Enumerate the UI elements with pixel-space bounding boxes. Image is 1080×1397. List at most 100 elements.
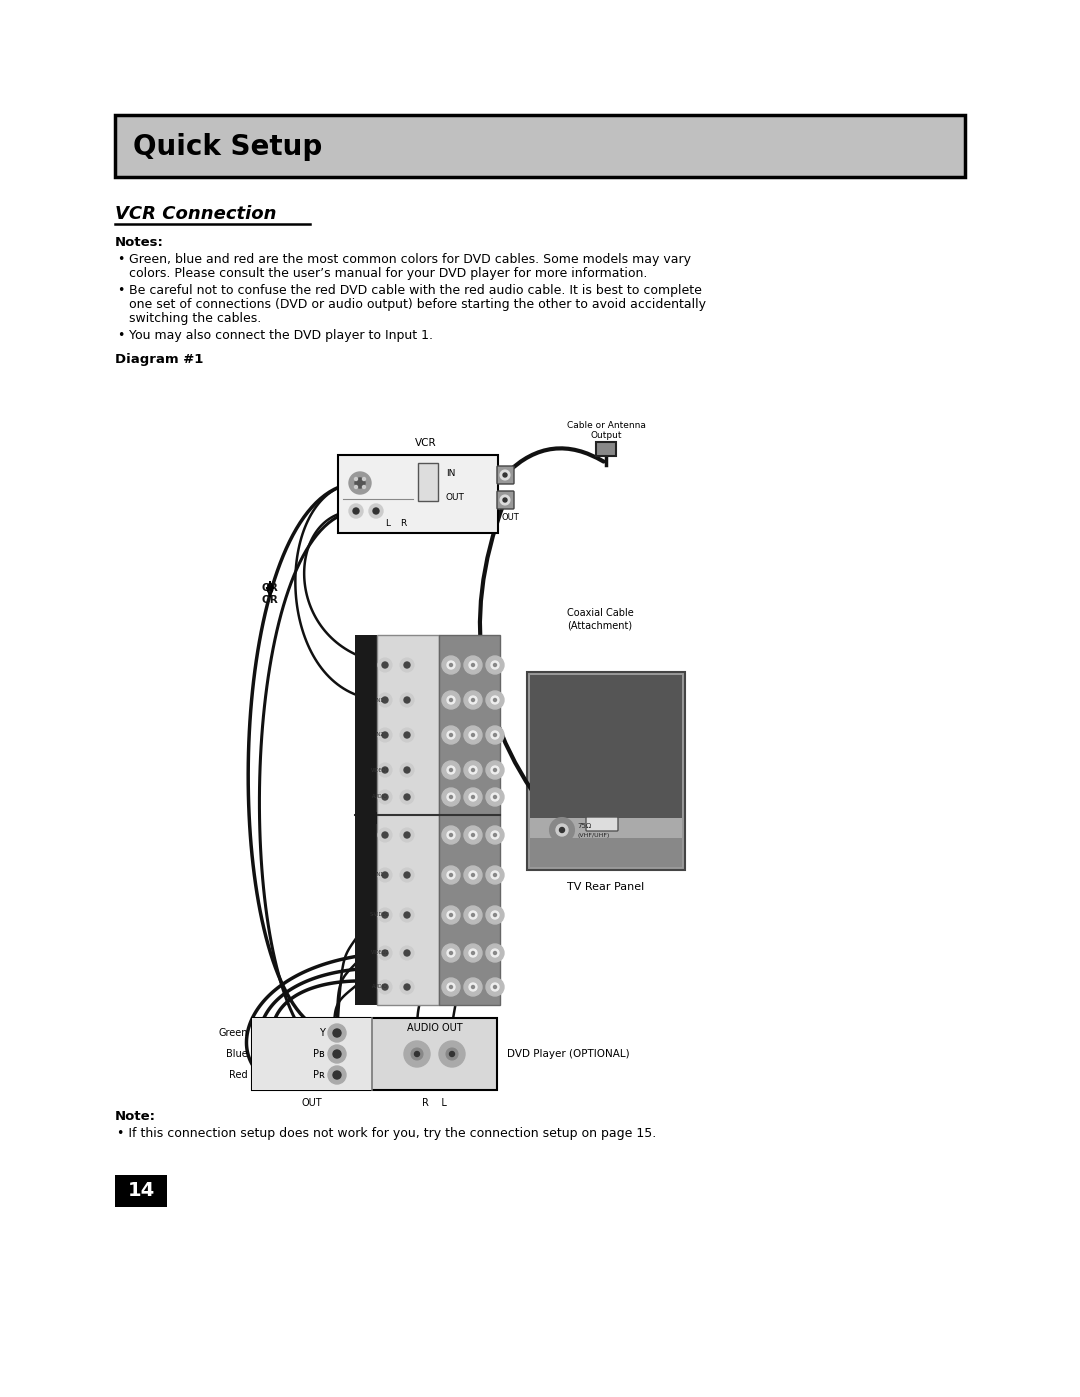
Circle shape	[449, 914, 453, 916]
Circle shape	[349, 504, 363, 518]
Circle shape	[446, 1048, 458, 1060]
FancyBboxPatch shape	[252, 1018, 497, 1090]
Circle shape	[494, 664, 497, 666]
Circle shape	[442, 657, 460, 673]
Text: (VHF/UHF): (VHF/UHF)	[577, 833, 609, 837]
Circle shape	[494, 768, 497, 771]
FancyBboxPatch shape	[530, 838, 681, 868]
Circle shape	[494, 951, 497, 954]
Circle shape	[447, 911, 455, 919]
Circle shape	[550, 819, 573, 842]
Circle shape	[400, 981, 414, 995]
FancyBboxPatch shape	[527, 672, 685, 870]
Circle shape	[500, 469, 510, 481]
Circle shape	[378, 981, 392, 995]
Circle shape	[469, 793, 477, 800]
Circle shape	[449, 733, 453, 736]
Circle shape	[491, 661, 499, 669]
Circle shape	[378, 946, 392, 960]
Circle shape	[469, 731, 477, 739]
Circle shape	[486, 788, 504, 806]
Circle shape	[447, 731, 455, 739]
Circle shape	[486, 866, 504, 884]
Circle shape	[382, 767, 388, 773]
Text: IN2: IN2	[376, 732, 384, 738]
Circle shape	[491, 949, 499, 957]
FancyBboxPatch shape	[497, 467, 514, 483]
Circle shape	[378, 908, 392, 922]
Text: VIDEO2: VIDEO2	[370, 950, 389, 956]
Text: AUDIO OUT: AUDIO OUT	[407, 1023, 462, 1032]
FancyBboxPatch shape	[377, 636, 438, 1004]
Circle shape	[404, 767, 410, 773]
Circle shape	[464, 726, 482, 745]
Circle shape	[447, 983, 455, 990]
Circle shape	[491, 983, 499, 990]
Circle shape	[449, 1052, 455, 1056]
FancyBboxPatch shape	[355, 812, 377, 824]
Circle shape	[373, 509, 379, 514]
FancyBboxPatch shape	[355, 636, 377, 1004]
Text: R    L: R L	[422, 1098, 447, 1108]
Text: 14: 14	[127, 1182, 154, 1200]
Text: switching the cables.: switching the cables.	[129, 312, 261, 326]
Circle shape	[442, 761, 460, 780]
FancyBboxPatch shape	[252, 1018, 372, 1090]
Circle shape	[491, 731, 499, 739]
Text: one set of connections (DVD or audio output) before starting the other to avoid : one set of connections (DVD or audio out…	[129, 298, 706, 312]
Circle shape	[328, 1045, 346, 1063]
Circle shape	[472, 985, 474, 989]
Circle shape	[411, 1048, 423, 1060]
Circle shape	[404, 833, 410, 838]
Text: OUT: OUT	[446, 493, 464, 502]
Circle shape	[469, 831, 477, 840]
Circle shape	[469, 870, 477, 879]
Text: AUDIO: AUDIO	[373, 795, 388, 799]
Text: IN: IN	[446, 468, 456, 478]
Circle shape	[442, 907, 460, 923]
FancyBboxPatch shape	[114, 1175, 167, 1207]
Circle shape	[400, 728, 414, 742]
Circle shape	[400, 908, 414, 922]
Circle shape	[447, 696, 455, 704]
Circle shape	[472, 768, 474, 771]
Circle shape	[472, 951, 474, 954]
Circle shape	[378, 658, 392, 672]
Circle shape	[400, 828, 414, 842]
Text: colors. Please consult the user’s manual for your DVD player for more informatio: colors. Please consult the user’s manual…	[129, 267, 647, 279]
Circle shape	[464, 944, 482, 963]
Circle shape	[354, 486, 357, 489]
Circle shape	[449, 834, 453, 837]
Circle shape	[449, 873, 453, 876]
Circle shape	[494, 733, 497, 736]
Circle shape	[333, 1071, 341, 1078]
Circle shape	[404, 1041, 430, 1067]
Text: Diagram #1: Diagram #1	[114, 353, 203, 366]
Circle shape	[469, 983, 477, 990]
Circle shape	[378, 728, 392, 742]
Circle shape	[464, 978, 482, 996]
FancyBboxPatch shape	[418, 462, 438, 502]
Circle shape	[494, 698, 497, 701]
Text: Quick Setup: Quick Setup	[133, 133, 322, 161]
FancyBboxPatch shape	[114, 115, 966, 177]
Text: Cable or Antenna: Cable or Antenna	[567, 420, 646, 430]
Text: •: •	[117, 330, 124, 342]
Text: Output: Output	[591, 432, 622, 440]
Circle shape	[404, 697, 410, 703]
Circle shape	[378, 828, 392, 842]
Text: Green, blue and red are the most common colors for DVD cables. Some models may v: Green, blue and red are the most common …	[129, 253, 691, 265]
FancyBboxPatch shape	[530, 819, 681, 838]
Circle shape	[382, 950, 388, 956]
Text: OR: OR	[261, 595, 279, 605]
Text: IN1: IN1	[376, 697, 384, 703]
Circle shape	[469, 766, 477, 774]
Circle shape	[353, 509, 359, 514]
Text: Notes:: Notes:	[114, 236, 164, 249]
Circle shape	[400, 658, 414, 672]
Circle shape	[447, 831, 455, 840]
Circle shape	[363, 486, 365, 489]
Text: VIDEO1: VIDEO1	[370, 767, 389, 773]
Circle shape	[442, 866, 460, 884]
Circle shape	[449, 985, 453, 989]
